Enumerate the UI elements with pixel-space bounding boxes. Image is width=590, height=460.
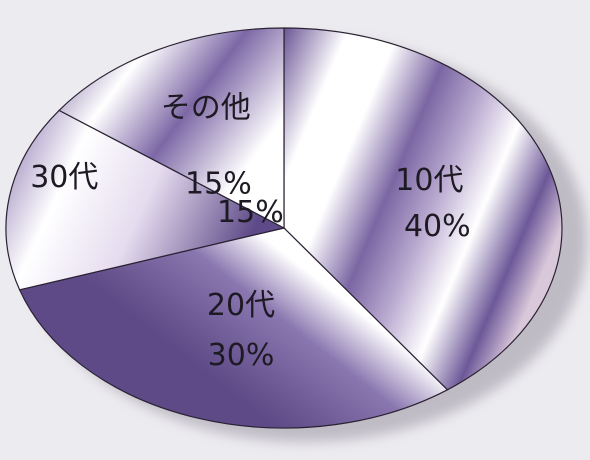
label-30s-name: 30代 [30, 160, 98, 195]
label-10s-name: 10代 [395, 163, 463, 198]
label-30s-percent: 15% [217, 195, 284, 230]
pie-labels: 10代 40% 20代 30% 30代 15% その他 15% [30, 91, 470, 374]
slice-10s [283, 27, 563, 391]
label-other-name: その他 [161, 91, 251, 126]
label-20s-percent: 30% [208, 338, 275, 373]
slice-30s [5, 109, 286, 291]
label-20s-name: 20代 [207, 288, 275, 323]
label-10s-percent: 40% [404, 209, 471, 244]
slice-other [58, 27, 285, 229]
pie-slices [5, 27, 563, 429]
slice-20s [18, 227, 449, 429]
label-other-percent: 15% [185, 166, 252, 201]
